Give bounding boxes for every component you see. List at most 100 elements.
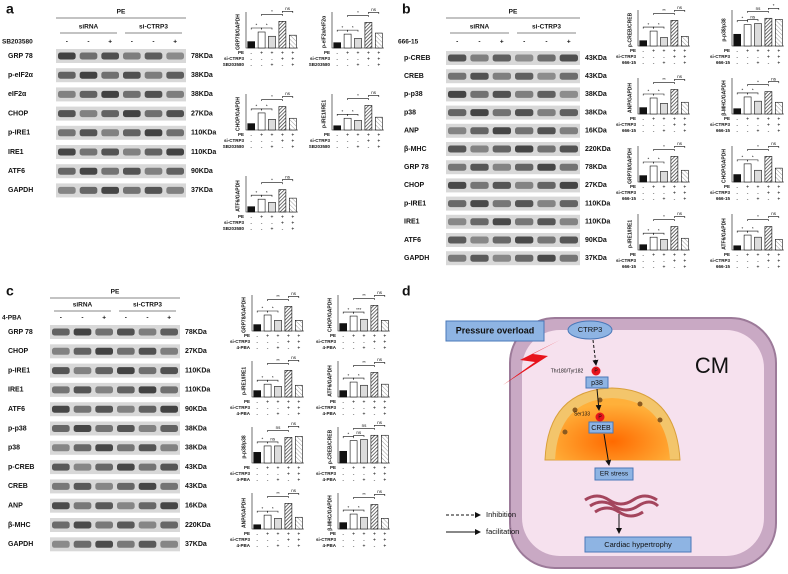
condition-sign: - — [674, 196, 676, 202]
condition-sign: - — [256, 345, 258, 351]
blot-band — [138, 482, 157, 490]
condition-sign: - — [757, 190, 759, 196]
sig-bracket — [747, 230, 759, 233]
sig-label: ns — [291, 291, 297, 296]
condition-sign: + — [271, 132, 274, 138]
blot-band — [492, 163, 511, 171]
group-label: siRNA — [470, 24, 490, 31]
bar — [284, 437, 293, 464]
condition-sign: + — [373, 531, 376, 537]
blot-band — [559, 254, 578, 262]
blot-band — [144, 186, 163, 194]
condition-sign: - — [336, 132, 338, 138]
sig-label: * — [648, 157, 650, 162]
protein-label: GRP 78 — [8, 329, 33, 336]
sig-bracket — [342, 436, 354, 439]
blot-band — [537, 200, 556, 208]
sig-label: * — [648, 228, 650, 233]
condition-label: SB203580 — [309, 144, 331, 149]
sig-label: * — [272, 306, 274, 311]
condition-sign: - — [663, 190, 665, 196]
condition-sign: - — [256, 333, 258, 339]
blot-band — [117, 405, 135, 413]
blot-band — [492, 109, 511, 117]
bar — [370, 305, 379, 332]
blot-band — [160, 482, 178, 490]
condition-sign: + — [363, 543, 366, 549]
condition-sign: - — [250, 214, 252, 220]
sig-bracket — [353, 377, 365, 380]
blot-band — [123, 90, 141, 98]
sig-label: * — [658, 228, 660, 233]
blot-band — [138, 502, 157, 510]
bar — [364, 105, 373, 131]
sig-label: * — [742, 15, 744, 20]
kda-label: 43KDa — [585, 73, 607, 80]
condition-sign: + — [767, 122, 770, 128]
bar — [343, 117, 352, 131]
condition-sign: + — [777, 48, 780, 54]
kda-label: 16KDa — [585, 128, 607, 135]
condition-sign: - — [747, 190, 749, 196]
condition-sign: + — [757, 128, 760, 134]
condition-sign: + — [260, 50, 263, 56]
blot-band — [138, 521, 157, 529]
condition-label: si-CTRP3 — [230, 339, 251, 344]
blot-band — [117, 367, 135, 375]
y-label: CHOP/GAPDH — [235, 97, 241, 131]
phospho-dot — [595, 412, 605, 422]
blot-band — [470, 109, 489, 117]
bar — [733, 174, 742, 183]
sig-bracket — [747, 149, 769, 151]
condition-sign: + — [363, 477, 366, 483]
protein-label: GAPDH — [404, 255, 429, 262]
condition-label: PE — [238, 214, 244, 219]
legend-text: facilitation — [486, 527, 519, 536]
sig-label: ns — [285, 91, 291, 96]
sig-label: * — [752, 155, 754, 160]
blot-band — [515, 109, 534, 117]
sig-bracket — [288, 493, 300, 495]
sig-label: ** — [662, 8, 666, 13]
blot-band — [470, 200, 489, 208]
condition-sign: + — [281, 50, 284, 56]
condition-sign: + — [297, 471, 300, 477]
condition-sign: - — [768, 60, 770, 66]
sig-bracket — [768, 81, 780, 84]
condition-sign: - — [736, 264, 738, 270]
condition-sign: + — [363, 465, 366, 471]
sig-bracket — [642, 93, 654, 96]
sig-label: * — [757, 144, 759, 149]
sig-label: ns — [362, 423, 368, 428]
lane-sign: + — [500, 39, 504, 46]
blot-band — [448, 200, 467, 208]
sig-label: * — [256, 104, 258, 109]
condition-sign: + — [352, 333, 355, 339]
condition-label: si-CTRP3 — [230, 537, 251, 542]
diagram: Pressure overload CTRP3 CM P Thr180/Tyr1… — [445, 317, 777, 569]
bar — [253, 452, 261, 464]
condition-sign: + — [757, 116, 760, 122]
kda-label: 110KDa — [185, 367, 210, 374]
blot-band — [166, 71, 184, 79]
condition-sign: + — [352, 465, 355, 471]
condition-sign: + — [266, 531, 269, 537]
bar — [774, 239, 783, 251]
condition-label: PE — [724, 252, 730, 257]
condition-sign: + — [663, 196, 666, 202]
sig-label: * — [342, 25, 344, 30]
blot-band — [160, 425, 178, 432]
sig-bracket — [267, 510, 279, 513]
blot-band — [138, 425, 157, 432]
site-text: Ser133 — [574, 411, 590, 417]
blot-band — [117, 328, 135, 336]
lane-sign: + — [567, 39, 571, 46]
blot-band — [448, 72, 467, 80]
protein-label: p-IRE1 — [8, 130, 30, 137]
protein-label: CREB — [404, 73, 424, 80]
condition-label: si-CTRP3 — [710, 54, 731, 59]
condition-label: SB203580 — [223, 62, 245, 67]
blot-band — [537, 163, 556, 171]
sig-bracket — [288, 296, 300, 298]
lane-sign: - — [66, 39, 68, 46]
